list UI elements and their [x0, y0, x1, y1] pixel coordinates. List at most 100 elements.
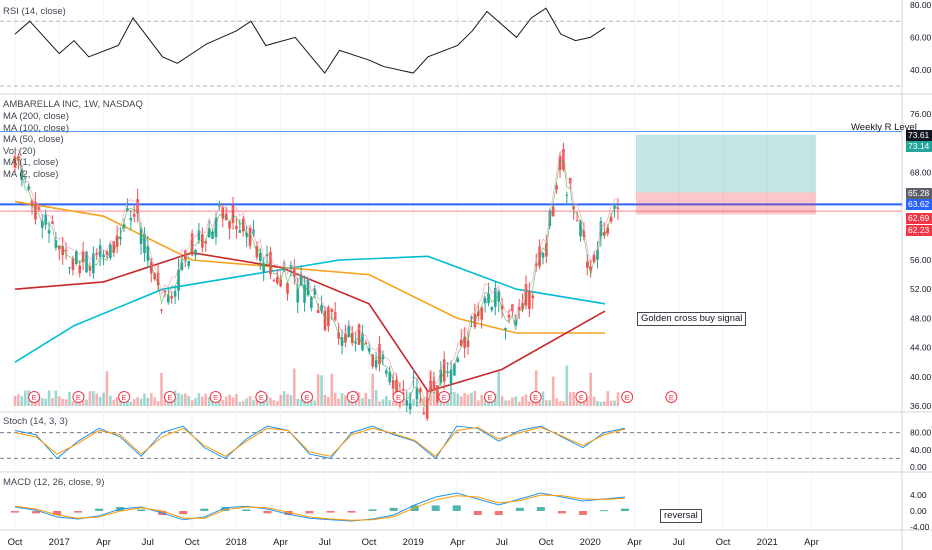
indicator-label[interactable]: Vol (20) [3, 145, 36, 157]
macd-histogram-bar [473, 511, 482, 515]
indicator-label[interactable]: MA (1, close) [3, 157, 59, 168]
candle-body [105, 250, 109, 255]
macd-label: MACD (12, 26, close, 9) [3, 477, 105, 488]
candle-body [231, 204, 235, 223]
stoch-tick-label: 80.00 [910, 428, 932, 438]
volume-bar [565, 365, 569, 406]
indicator-label[interactable]: MA (50, close) [3, 134, 64, 145]
candle-body [385, 370, 388, 374]
macd-histogram-bar [347, 511, 356, 513]
candle-body [34, 201, 37, 220]
time-tick-label: 2018 [226, 537, 247, 548]
candle-body [275, 277, 279, 284]
earnings-marker [438, 391, 451, 403]
volume-bar [20, 396, 24, 406]
indicator-label[interactable]: MA (2, close) [3, 168, 59, 180]
candle-body [470, 316, 473, 319]
volume-bar [371, 373, 374, 406]
candle-body [391, 380, 395, 389]
candle-body [64, 249, 68, 251]
time-tick-label: Oct [185, 537, 200, 548]
volume-bar [47, 390, 51, 406]
candle-body [214, 217, 218, 238]
volume-bar [521, 396, 524, 406]
macd-tick-label: 4.00 [910, 490, 927, 500]
candle-body [490, 306, 494, 311]
candle-body [565, 194, 569, 196]
volume-bar [265, 394, 269, 406]
candle-body [286, 283, 289, 294]
indicator-label[interactable]: MA (100, close) [3, 122, 69, 134]
candle-body [405, 400, 409, 406]
volume-bar [337, 398, 340, 406]
volume-bar [596, 400, 599, 406]
rsi-pane [0, 7, 902, 87]
candle-body [47, 230, 51, 234]
macd-histogram-bar [95, 508, 104, 511]
volume-bar [51, 398, 54, 406]
earnings-marker-label: E [533, 393, 538, 402]
volume-bar [112, 399, 116, 406]
candle-body [446, 371, 449, 373]
price-tick-label: 52.00 [910, 284, 932, 294]
reversal-annotation[interactable]: reversal [660, 509, 702, 523]
volume-bar [248, 395, 252, 406]
price-axis[interactable]: Oct 2017 Apr Jul Oct 2018 Apr Jul Oct 2019 Apr Jul O… [8, 0, 932, 548]
candle-body [599, 221, 603, 237]
volume-bar [449, 392, 453, 406]
golden-cross-annotation[interactable]: Golden cross buy signal [637, 312, 747, 326]
candle-body [476, 311, 480, 316]
candle-body [71, 258, 75, 271]
volume-bar [218, 397, 221, 406]
volume-bar [483, 398, 487, 406]
stoch-k-line [14, 425, 626, 460]
candle-body [306, 279, 310, 296]
candle-body [395, 379, 398, 395]
candle-body [201, 234, 204, 248]
volume-bar [245, 398, 248, 406]
time-tick-label: Apr [627, 537, 642, 548]
candle-body [197, 230, 201, 240]
candle-body [112, 241, 116, 253]
volume-bar [609, 400, 613, 406]
indicator-label[interactable]: MA (200, close) [3, 111, 69, 122]
candle-body [589, 266, 592, 271]
volume-bar [187, 396, 191, 406]
candle-body [37, 206, 41, 210]
candle-body [170, 296, 173, 299]
risk-zone [636, 192, 816, 215]
volume-bar [432, 376, 436, 406]
volume-bar [194, 398, 197, 406]
volume-bar [88, 391, 92, 406]
rsi-line [14, 7, 606, 74]
symbol-label: AMBARELLA INC, 1W, NASDAQ [3, 99, 143, 110]
volume-bar [548, 400, 552, 406]
volume-bar [320, 375, 323, 406]
stoch-tick-label: 0.00 [910, 462, 927, 472]
time-tick-label: 2021 [757, 537, 778, 548]
price-tick-label: 56.00 [910, 255, 932, 265]
macd-histogram-bar [263, 511, 272, 514]
candle-body [289, 264, 293, 270]
volume-bar [585, 396, 589, 406]
macd-histogram-bar [621, 508, 629, 511]
candle-body [408, 403, 412, 410]
macd-histogram-bar [305, 511, 314, 514]
volume-bar [494, 393, 497, 406]
ma50-line [14, 251, 606, 393]
macd-histogram-bar [536, 507, 545, 511]
candle-body [613, 205, 616, 209]
volume-bar [37, 396, 41, 406]
volume-bar [313, 400, 317, 406]
volume-bar [109, 395, 112, 406]
stoch-tick-label: 40.00 [910, 445, 932, 455]
ma1-line [14, 157, 619, 408]
candle-body [166, 295, 170, 303]
volume-bar [177, 392, 180, 406]
candle-body [449, 369, 453, 385]
volume-bar [385, 395, 388, 406]
candle-body [558, 156, 562, 171]
candle-body [429, 381, 432, 391]
